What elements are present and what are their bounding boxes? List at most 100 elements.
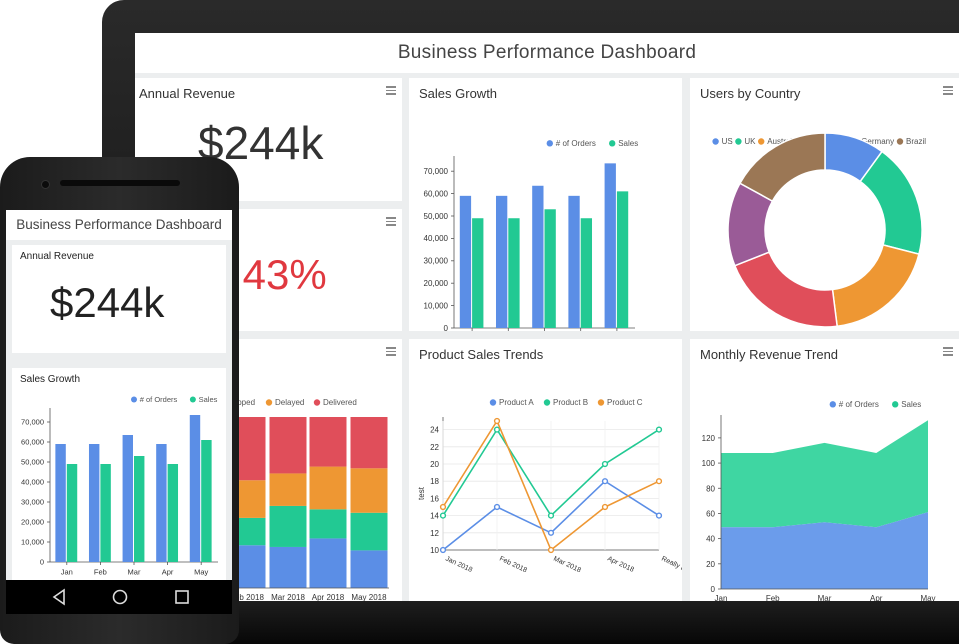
- data-point: [601, 460, 609, 468]
- bar: [568, 195, 580, 328]
- bar: [122, 435, 133, 562]
- bar: [616, 191, 629, 328]
- menu-icon[interactable]: [943, 347, 953, 357]
- phone-camera: [41, 180, 50, 189]
- monitor-bezel-bottom: [102, 601, 959, 644]
- legend-label: UK: [744, 137, 756, 146]
- nav-recents-icon[interactable]: [174, 588, 190, 606]
- data-point: [601, 478, 609, 485]
- y-tick-label: 20,000: [424, 279, 449, 288]
- nav-back-icon[interactable]: [51, 588, 67, 606]
- pie-slice: [831, 244, 920, 328]
- bar: [55, 444, 66, 562]
- monthly-revenue-trend-chart: # of Orders Sales 0 20 40 60 80 100 120 Jan Feb Mar…: [702, 400, 936, 601]
- legend-swatch: [313, 399, 321, 406]
- bar: [189, 415, 201, 562]
- y-tick-label: 24: [430, 426, 439, 435]
- y-tick-label: 30,000: [424, 257, 449, 266]
- stacked-bar-segment: [269, 546, 307, 588]
- bar: [66, 464, 78, 562]
- bar: [580, 218, 593, 328]
- legend-label: Product C: [607, 398, 643, 407]
- legend-swatch: [609, 140, 616, 147]
- phone-nav-bar: [6, 580, 232, 614]
- stacked-bar-segment: [309, 538, 347, 588]
- y-tick-label: 60,000: [21, 438, 44, 447]
- legend-label: Sales: [618, 139, 638, 148]
- menu-icon[interactable]: [943, 86, 953, 96]
- phone-screen: Business Performance Dashboard Annual Re…: [6, 210, 232, 580]
- stacked-bar-segment: [309, 466, 347, 510]
- y-tick-label: 14: [430, 512, 439, 521]
- legend-swatch: [896, 138, 904, 145]
- data-point: [493, 426, 501, 433]
- pie-slice: [738, 132, 826, 203]
- x-tick-label: Mar 2018: [271, 593, 305, 601]
- y-tick-label: 20: [430, 460, 439, 469]
- data-point: [493, 503, 501, 511]
- y-tick-label: 120: [702, 434, 716, 443]
- y-tick-label: 70,000: [21, 418, 44, 427]
- card-title: Monthly Revenue Trend: [700, 347, 839, 362]
- phone-dashboard-title: Business Performance Dashboard: [6, 210, 232, 240]
- stacked-bar-segment: [350, 417, 388, 469]
- x-tick-label: Really Lo: [660, 555, 682, 574]
- data-point: [547, 512, 555, 519]
- legend-swatch: [829, 401, 836, 408]
- legend-label: Delayed: [275, 398, 304, 407]
- x-tick-label: Mar 2018: [552, 555, 582, 574]
- legend-label: Australia: [767, 137, 799, 146]
- legend-swatch: [543, 399, 551, 406]
- menu-icon[interactable]: [386, 86, 396, 96]
- x-tick-label: May: [194, 568, 208, 577]
- data-point: [439, 512, 447, 519]
- y-tick-label: 20,000: [21, 518, 44, 527]
- y-tick-label: 10,000: [424, 301, 449, 310]
- stacked-bar-segment: [309, 509, 347, 539]
- x-tick-label: Jan: [715, 594, 728, 601]
- data-point: [601, 503, 609, 511]
- menu-icon[interactable]: [386, 217, 396, 227]
- card-title: Users by Country: [700, 86, 801, 101]
- legend-swatch: [712, 138, 719, 145]
- stacked-bar-segment: [350, 550, 388, 588]
- nav-home-icon[interactable]: [111, 588, 129, 606]
- card-title: Product Sales Trends: [419, 347, 544, 362]
- bar: [495, 195, 508, 328]
- x-tick-label: Feb: [766, 594, 780, 601]
- x-tick-label: Mar: [818, 594, 832, 601]
- card-title: Sales Growth: [20, 374, 81, 385]
- y-tick-label: 18: [430, 477, 439, 486]
- card-title: Sales Growth: [419, 86, 498, 101]
- menu-icon[interactable]: [386, 347, 396, 357]
- legend-swatch: [189, 396, 196, 403]
- y-tick-label: 40,000: [21, 478, 44, 487]
- y-tick-label: 60: [706, 509, 715, 518]
- x-tick-label: Apr: [162, 568, 174, 577]
- y-tick-label: 100: [702, 459, 716, 468]
- legend-label: Product B: [553, 398, 588, 407]
- y-tick-label: 60,000: [424, 189, 449, 198]
- users-by-country-card: Users by Country USUKAustraliaFranceGerm…: [690, 78, 959, 331]
- legend-label: Sales: [199, 395, 218, 404]
- legend-label: Germany: [861, 137, 894, 146]
- x-tick-label: Apr 2018: [312, 593, 345, 601]
- phone-speaker: [60, 180, 180, 186]
- legend-label: US: [722, 137, 733, 146]
- x-tick-label: Feb: [94, 568, 107, 577]
- x-tick-label: Apr: [870, 594, 883, 601]
- legend-label: # of Orders: [839, 400, 879, 409]
- card-title: Annual Revenue: [20, 251, 94, 262]
- y-tick-label: 22: [430, 443, 439, 452]
- legend-swatch: [131, 396, 137, 403]
- stacked-bar-segment: [269, 417, 307, 474]
- data-point: [547, 529, 555, 536]
- y-axis-label: test: [417, 486, 426, 500]
- desktop-screen: Business Performance Dashboard Annual Re…: [135, 33, 959, 601]
- y-tick-label: 0: [40, 558, 44, 567]
- x-tick-label: Jan: [61, 568, 73, 577]
- y-tick-label: 12: [430, 529, 439, 538]
- bar: [134, 456, 145, 562]
- sales-growth-card: Sales Growth # of Orders Sales 0 10,000 20,0…: [409, 78, 682, 331]
